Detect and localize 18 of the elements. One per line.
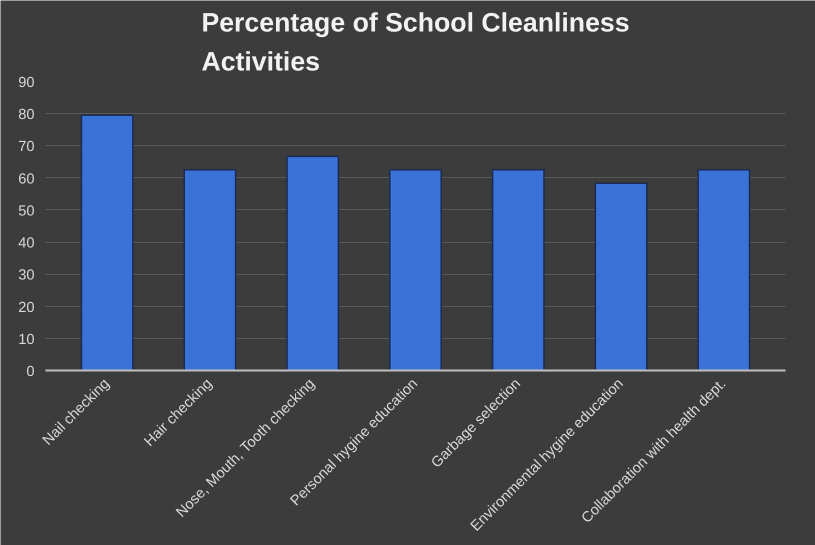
chart-title: Percentage of School Cleanliness Activities <box>201 8 630 76</box>
bar <box>80 114 134 370</box>
bar <box>286 156 340 370</box>
y-tick-label: 20 <box>18 300 35 316</box>
y-tick-label: 70 <box>18 139 35 156</box>
bar <box>492 169 545 370</box>
bar <box>184 169 236 370</box>
y-tick-label: 30 <box>18 268 35 284</box>
bar <box>594 182 648 370</box>
y-tick-label: 0 <box>26 364 35 380</box>
y-tick-label: 80 <box>18 107 35 124</box>
y-tick-label: 10 <box>18 332 35 348</box>
y-tick-label: 50 <box>18 203 35 220</box>
bar <box>697 169 750 370</box>
y-tick-label: 60 <box>18 171 35 188</box>
bar <box>389 169 442 370</box>
y-tick-label: 40 <box>18 236 35 252</box>
y-tick-label: 90 <box>18 75 35 91</box>
